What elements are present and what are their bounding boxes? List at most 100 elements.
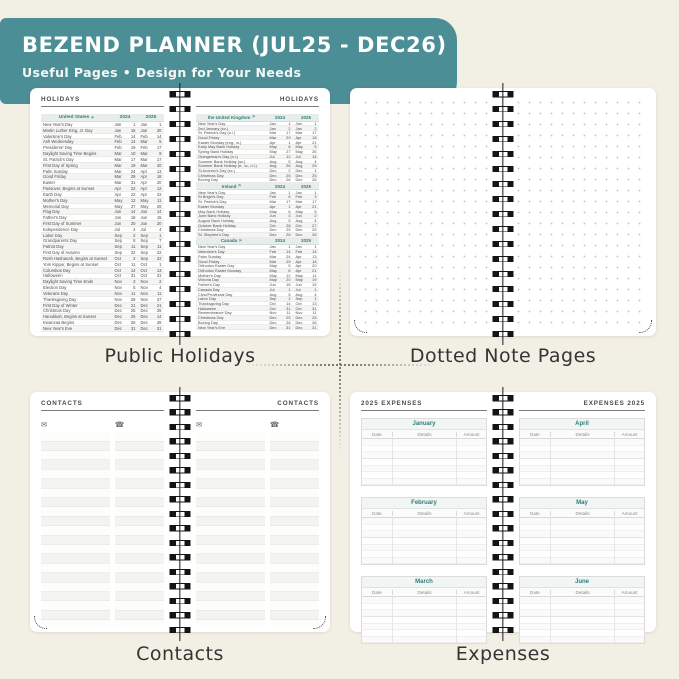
spiral-clip: [492, 330, 514, 337]
holiday-month-2025: Jul: [295, 153, 301, 159]
holiday-row: Early May Bank Holiday May 6 May 5: [196, 144, 319, 150]
holiday-day-2024: 5: [288, 291, 291, 297]
holiday-name: Palm Sunday: [198, 253, 222, 259]
holiday-row: New Year's Day Jan 1 Jan 1: [196, 189, 319, 196]
holiday-month-2024: Jan: [269, 189, 276, 195]
expense-col-details: Details: [549, 510, 614, 516]
holiday-row: First Day of Autumn Sep 22 Sep 22: [41, 250, 164, 257]
expenses-left-page: 2025 EXPENSES January Date Details Amoun…: [350, 392, 503, 644]
holiday-month-2024: Mar: [269, 258, 277, 264]
holiday-name: May Bank Holiday: [198, 208, 230, 214]
holiday-name: Veterans Day: [43, 290, 69, 296]
holiday-name: Thanksgiving Day: [198, 301, 229, 307]
spiral-clip: [492, 270, 514, 278]
holiday-day-2025: 11: [157, 290, 162, 296]
spiral-clip: [492, 91, 514, 98]
holiday-month-2025: Dec: [140, 308, 148, 314]
year-column-2024: 2024: [274, 238, 285, 244]
expense-month-title: May: [520, 498, 644, 509]
holiday-month-2025: Jan: [295, 120, 302, 126]
holiday-day-2025: 13: [156, 168, 162, 174]
holiday-month-2024: Apr: [269, 203, 276, 209]
holiday-day-2025: 26: [312, 177, 317, 183]
holiday-row: Palm Sunday Mar 24 Apr 13: [196, 253, 319, 260]
spiral-clip: [169, 597, 191, 605]
holiday-day-2024: 14: [286, 301, 291, 307]
holiday-month-2025: May: [295, 272, 303, 278]
holiday-day-2024: 1: [288, 120, 291, 126]
holiday-row: Kwanzaa Begins Dec 26 Dec 26: [41, 320, 164, 326]
spiral-clip: [169, 240, 191, 248]
holiday-day-2025: 7: [159, 238, 162, 244]
holiday-row: Boxing Day Dec 26 Dec 26: [196, 177, 319, 183]
holiday-day-2025: 14: [156, 209, 162, 215]
holiday-row: St. Patrick's Day (n.i.) Mar 17 Mar 17: [196, 130, 319, 136]
contacts-right-page: CONTACTS ✉ ☎: [180, 392, 330, 632]
holiday-month-2024: Dec: [269, 319, 277, 325]
holiday-row: Spring Bank Holiday May 27 May 26: [196, 149, 319, 155]
country-title-canada: Canada: [220, 238, 238, 244]
holiday-month-2024: May: [269, 263, 277, 269]
holiday-month-2025: Oct: [295, 305, 302, 311]
holiday-month-2024: Sep: [114, 250, 122, 256]
holiday-day-2025: 18: [312, 135, 317, 141]
holiday-month-2025: Jan: [295, 189, 302, 195]
holiday-day-2025: 25: [312, 315, 317, 321]
holiday-month-2024: Dec: [269, 177, 277, 183]
spiral-clip: [492, 612, 514, 619]
holiday-day-2024: 16: [286, 282, 291, 288]
holiday-month-2024: May: [114, 197, 123, 203]
holiday-day-2024: 29: [286, 258, 291, 264]
holiday-month-2024: Mar: [269, 130, 277, 136]
holiday-day-2024: 14: [130, 139, 136, 145]
holiday-day-2024: 31: [286, 324, 291, 330]
spiral-clip: [492, 496, 514, 503]
spiral-clip: [492, 315, 514, 323]
holiday-month-2025: Sep: [140, 244, 148, 250]
holiday-name: Summer Bank Holiday (sc.): [198, 158, 246, 164]
holiday-name: Orangeman's Day (n.i.): [198, 153, 239, 159]
holiday-name: Canada Day: [198, 286, 220, 292]
expense-col-amount: Amount: [614, 510, 644, 516]
spiral-clip: [169, 91, 191, 98]
holiday-month-2024: Oct: [114, 273, 122, 279]
expense-col-amount: Amount: [614, 431, 644, 437]
spiral-clip: [169, 554, 191, 561]
expense-month-title: April: [520, 419, 644, 430]
holiday-day-2025: 18: [312, 258, 317, 264]
holiday-name: First Day of Autumn: [43, 250, 80, 256]
holiday-day-2025: 1: [314, 120, 317, 126]
expense-rows: [362, 518, 486, 564]
holiday-month-2025: Feb: [295, 194, 303, 200]
holiday-month-2025: Aug: [295, 218, 303, 224]
holiday-row: Valentine's Day Feb 14 Feb 14: [41, 134, 164, 140]
holiday-name: St. Patrick's Day: [43, 156, 74, 162]
spiral-binding: [490, 387, 516, 641]
holiday-month-2025: Aug: [295, 158, 303, 164]
holiday-day-2024: 25: [130, 314, 136, 320]
holiday-month-2025: Dec: [140, 320, 148, 326]
holiday-row: Christmas Day Dec 25 Dec 25: [41, 308, 164, 315]
expense-col-amount: Amount: [614, 589, 644, 595]
holiday-month-2024: Dec: [114, 320, 122, 326]
spiral-clip: [169, 423, 191, 431]
spiral-clip: [492, 120, 514, 128]
holiday-rows-ireland: New Year's Day Jan 1 Jan 1 St Brigid's Day…: [196, 189, 319, 238]
holiday-day-2024: 12: [286, 153, 291, 159]
holiday-name: Valentine's Day: [198, 249, 225, 255]
spiral-clip: [492, 210, 514, 218]
holiday-name: Christmas Day: [198, 227, 224, 233]
holiday-name: Patriot Day: [43, 244, 64, 250]
holiday-day-2025: 27: [156, 296, 162, 302]
expense-month-title: June: [520, 577, 644, 588]
caption-expenses: Expenses: [455, 643, 551, 665]
holiday-day-2024: 1: [288, 203, 291, 209]
holiday-month-2024: Sep: [114, 238, 122, 244]
holiday-month-2025: May: [295, 149, 303, 155]
holiday-month-2024: May: [269, 149, 277, 155]
holiday-month-2024: Dec: [114, 308, 122, 314]
holiday-row: Boxing Day Dec 26 Dec 26: [196, 319, 319, 326]
holiday-day-2024: 2: [133, 232, 136, 238]
holiday-month-2024: Dec: [114, 302, 122, 308]
